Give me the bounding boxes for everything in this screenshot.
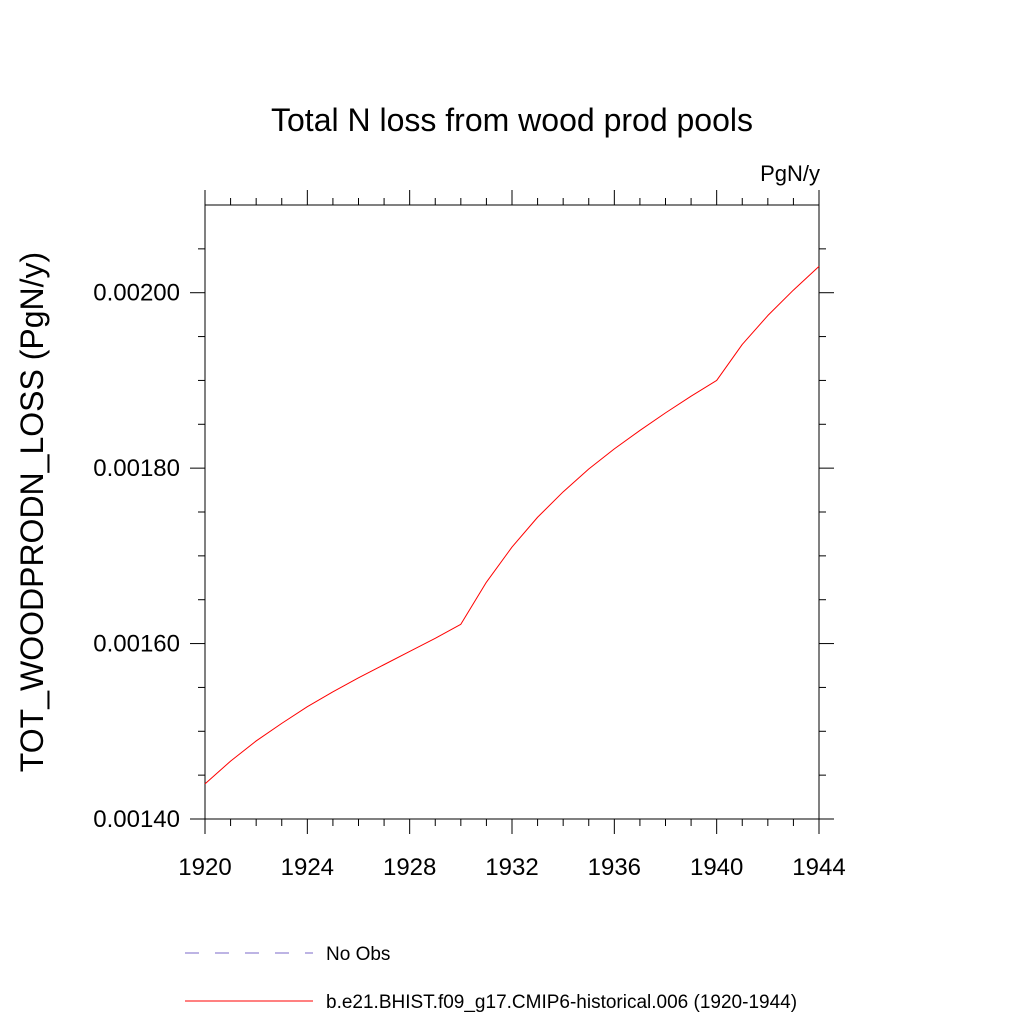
y-axis-label: TOT_WOODPRODN_LOSS (PgN/y) xyxy=(14,252,50,772)
legend-label-historical: b.e21.BHIST.f09_g17.CMIP6-historical.006… xyxy=(326,992,797,1013)
y-axis-ticks xyxy=(190,248,834,820)
x-axis-tick-labels: 1920 1924 1928 1932 1936 1940 1944 xyxy=(178,854,845,881)
y-axis-tick-labels: 0.00140 0.00160 0.00180 0.00200 xyxy=(93,280,180,833)
x-axis-ticks xyxy=(204,190,820,834)
series-line xyxy=(204,266,820,785)
plot-frame xyxy=(204,204,820,820)
x-tick-label: 1944 xyxy=(792,854,845,881)
legend: No Obs b.e21.BHIST.f09_g17.CMIP6-histori… xyxy=(185,944,797,1013)
x-tick-label: 1936 xyxy=(588,854,641,881)
y-tick-label: 0.00140 xyxy=(93,806,180,833)
series-group xyxy=(204,266,820,785)
units-label: PgN/y xyxy=(760,161,820,186)
y-tick-label: 0.00200 xyxy=(93,280,180,307)
legend-label-no-obs: No Obs xyxy=(326,944,390,965)
chart-title: Total N loss from wood prod pools xyxy=(271,102,753,138)
x-tick-label: 1940 xyxy=(690,854,743,881)
x-tick-label: 1924 xyxy=(281,854,334,881)
x-tick-label: 1920 xyxy=(178,854,231,881)
y-tick-label: 0.00180 xyxy=(93,455,180,482)
y-tick-label: 0.00160 xyxy=(93,631,180,658)
x-tick-label: 1932 xyxy=(485,854,538,881)
x-tick-label: 1928 xyxy=(383,854,436,881)
